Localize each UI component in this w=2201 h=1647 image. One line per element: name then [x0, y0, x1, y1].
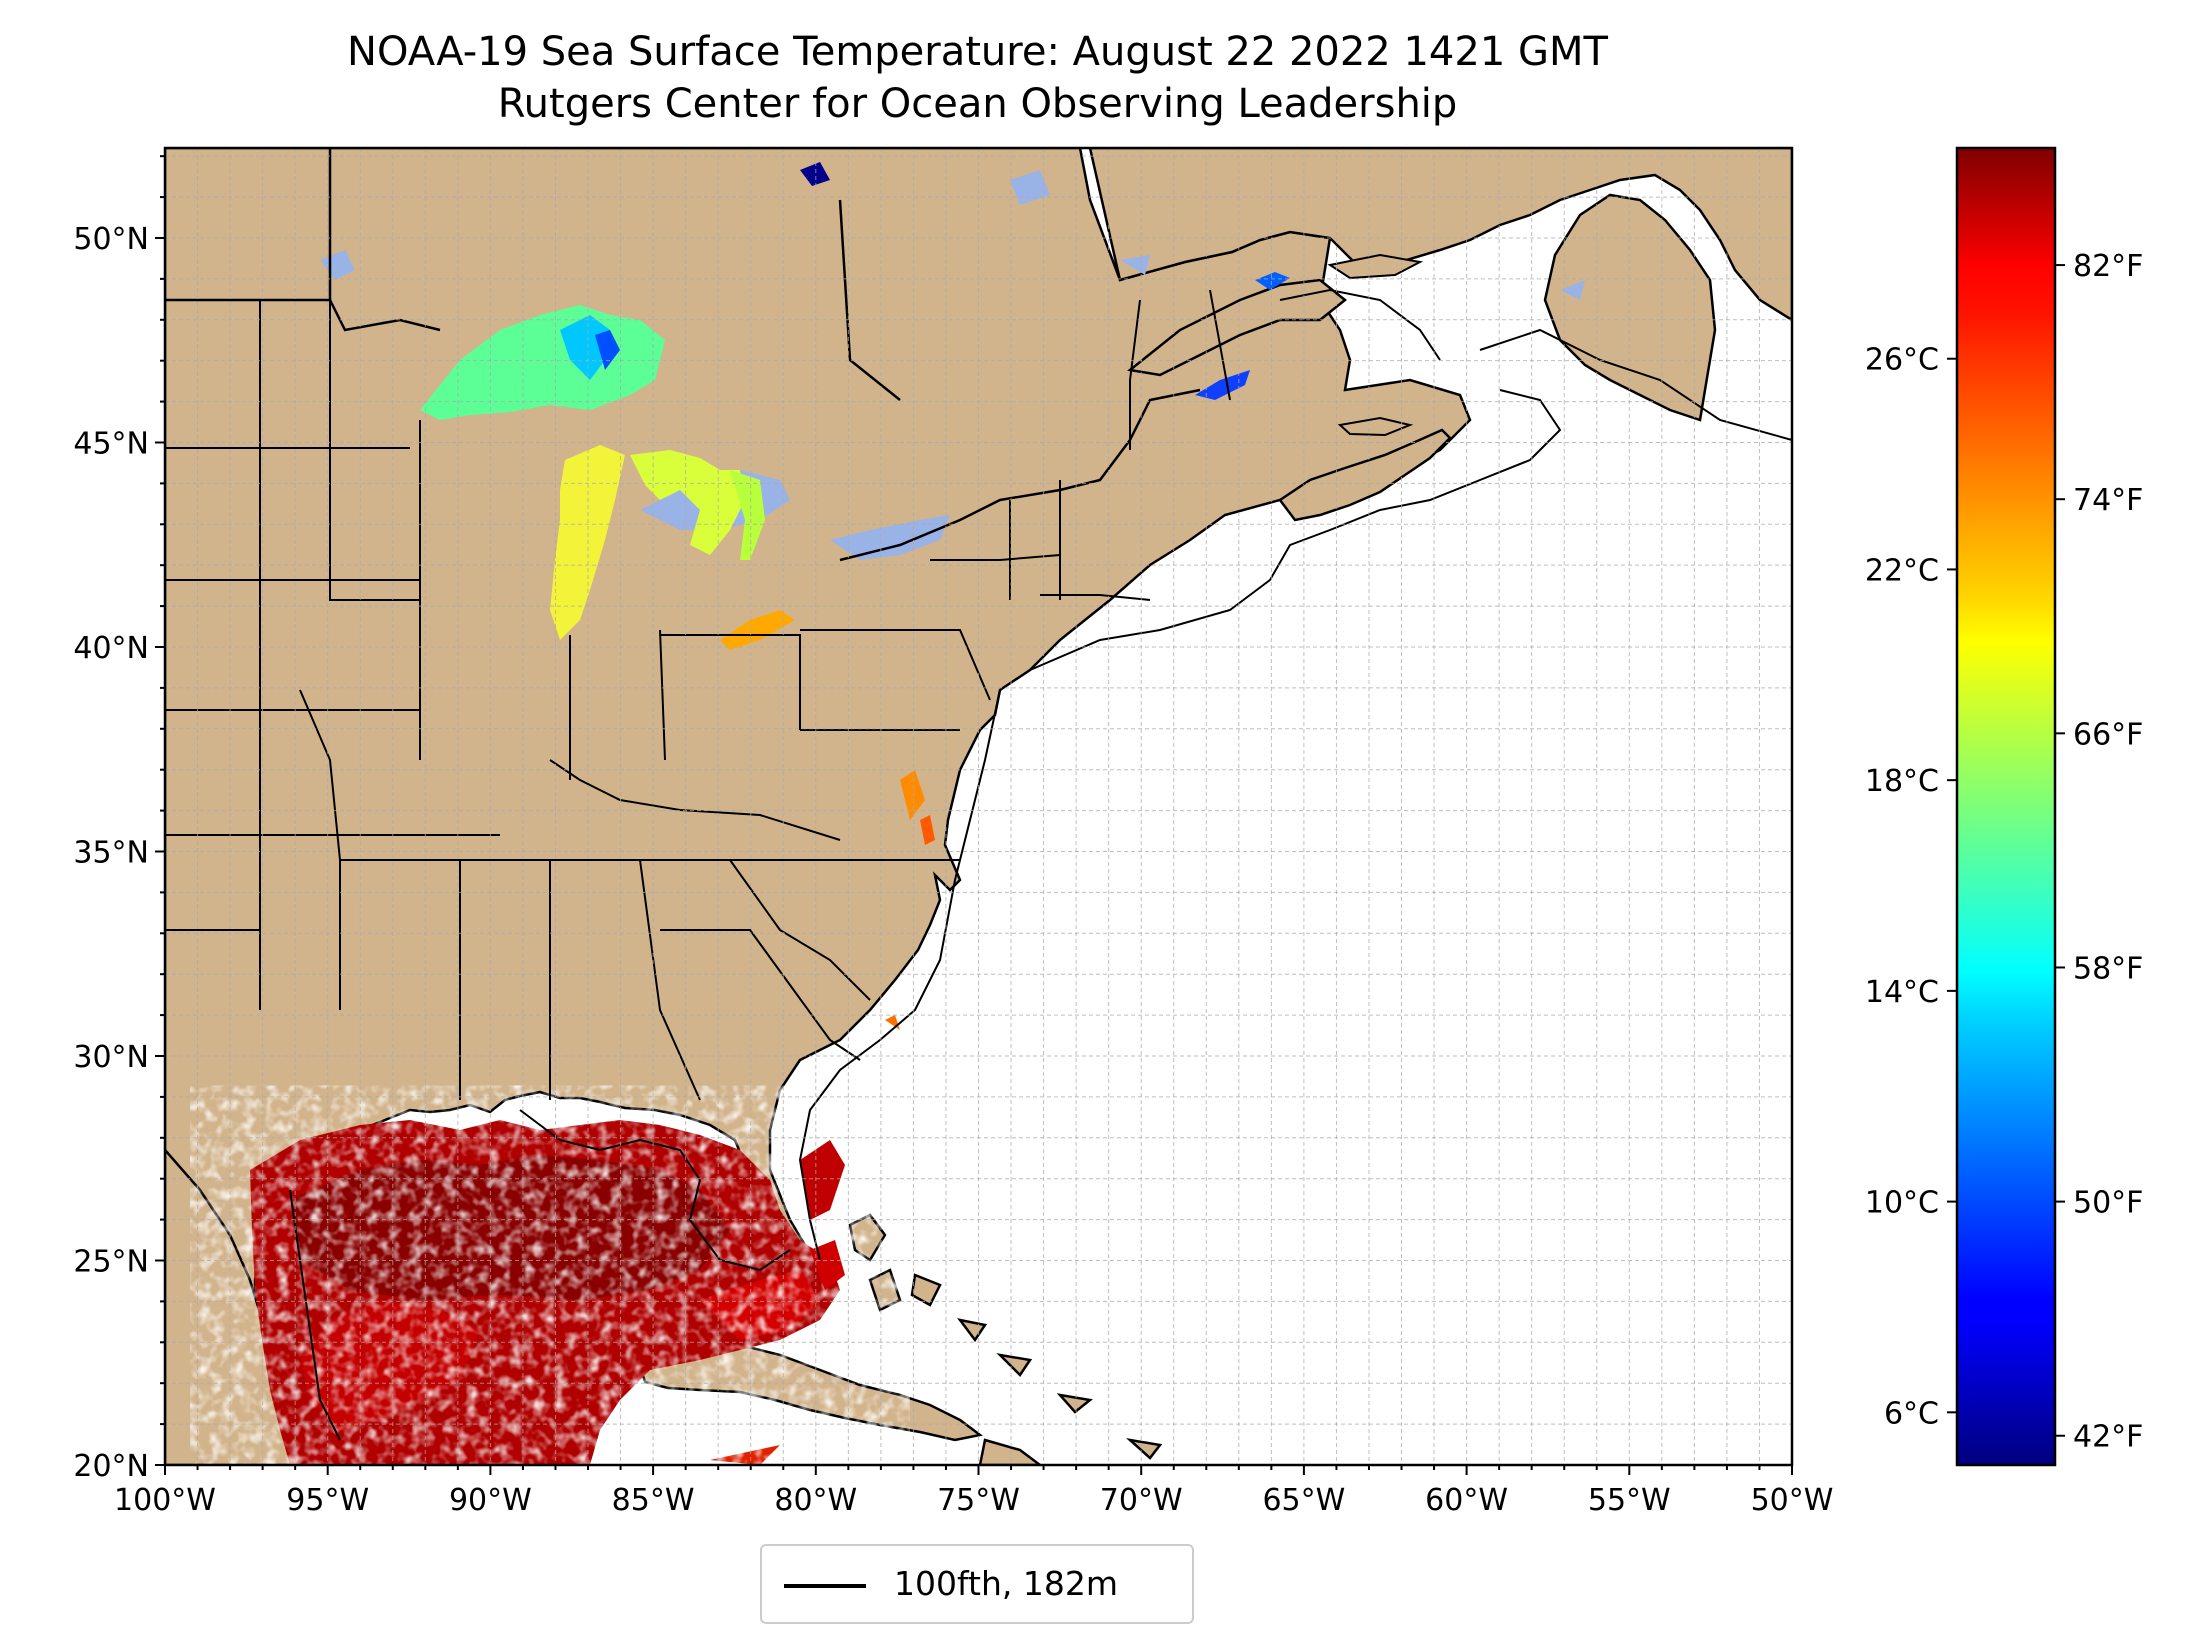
hispaniola-land [978, 1438, 1043, 1465]
colorbar-c-tick-label: 26°C [1865, 343, 1939, 378]
colorbar-c-tick-label: 18°C [1865, 764, 1939, 799]
colorbar-f-tick-label: 50°F [2073, 1186, 2143, 1221]
legend-label: 100fth, 182m [894, 1564, 1118, 1603]
lat-tick-label: 20°N [73, 1449, 149, 1484]
lon-tick-label: 75°W [937, 1483, 1020, 1518]
anticosti-island [1327, 253, 1424, 280]
lon-tick-label: 60°W [1425, 1483, 1508, 1518]
lon-tick-label: 65°W [1262, 1483, 1345, 1518]
lon-tick-label: 55°W [1588, 1483, 1671, 1518]
newfoundland-land [1543, 193, 1717, 422]
sst-coastal-fragments [800, 162, 1290, 1290]
sst-great-lakes [420, 305, 795, 650]
lat-tick-label: 40°N [73, 631, 149, 666]
lon-tick-label: 85°W [612, 1483, 695, 1518]
nova-scotia-land [1278, 428, 1452, 522]
lon-tick-label: 50°W [1751, 1483, 1834, 1518]
isobath-100fth [289, 288, 1792, 1441]
lon-tick-label: 90°W [449, 1483, 532, 1518]
pei-island [1337, 416, 1414, 437]
colorbar-f-tick-label: 42°F [2073, 1420, 2143, 1455]
labrador-land [1088, 148, 1792, 322]
lon-tick-label: 95°W [286, 1483, 369, 1518]
lat-tick-label: 25°N [73, 1244, 149, 1279]
figure-subtitle: Rutgers Center for Ocean Observing Leade… [497, 81, 1458, 127]
legend: 100fth, 182m [760, 1544, 1194, 1624]
lat-tick-label: 30°N [73, 1040, 149, 1075]
country-boundaries [165, 148, 1201, 562]
colorbar-c-tick-label: 22°C [1865, 553, 1939, 588]
colorbar [1955, 146, 2057, 1467]
colorbar-f-tick-label: 74°F [2073, 483, 2143, 518]
lat-tick-label: 35°N [73, 835, 149, 870]
colorbar-f-tick-label: 58°F [2073, 951, 2143, 986]
colorbar-c-tick-label: 14°C [1865, 975, 1939, 1010]
map-axis-ticks: 100°W 95°W 90°W 85°W 80°W 75°W 70°W 65°W 60°W 55°… [73, 155, 1834, 1518]
lat-tick-label: 45°N [73, 426, 149, 461]
colorbar-c-tick-label: 10°C [1865, 1186, 1939, 1221]
colorbar-c-tick-label: 6°C [1884, 1396, 1939, 1431]
lon-tick-label: 80°W [774, 1483, 857, 1518]
legend-line-swatch [784, 1584, 866, 1588]
map-content [165, 148, 1792, 1465]
figure-title: NOAA-19 Sea Surface Temperature: August … [347, 29, 1608, 75]
colorbar-ticks: 82°F 74°F 66°F 58°F 50°F 42°F 26°C 22°C 18°C 14°C… [1865, 249, 2144, 1455]
gaspe-land [1127, 278, 1348, 377]
lon-tick-label: 100°W [114, 1483, 216, 1518]
map-gridlines [165, 148, 1792, 1465]
colorbar-f-tick-label: 66°F [2073, 717, 2143, 752]
sst-gulf-of-mexico [250, 1120, 850, 1465]
lon-tick-label: 70°W [1100, 1483, 1183, 1518]
colorbar-f-tick-label: 82°F [2073, 249, 2143, 284]
lat-tick-label: 50°N [73, 222, 149, 257]
